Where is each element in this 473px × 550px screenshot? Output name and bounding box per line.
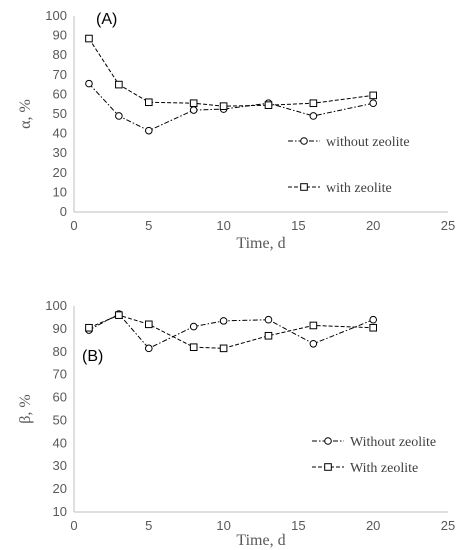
x-tick-label: 0 bbox=[70, 518, 77, 533]
data-point-with-zeolite bbox=[309, 99, 318, 108]
x-tick-label: 20 bbox=[366, 518, 380, 533]
data-point-with-zeolite bbox=[115, 311, 123, 319]
data-point-with-zeolite bbox=[264, 331, 273, 340]
data-point-with-zeolite bbox=[189, 99, 198, 108]
x-tick-label: 15 bbox=[291, 518, 305, 533]
data-point-without-zeolite bbox=[145, 344, 153, 353]
data-point-with-zeolite bbox=[219, 102, 228, 110]
data-point-with-zeolite bbox=[264, 101, 273, 109]
y-tick-label: 60 bbox=[53, 390, 67, 405]
x-tick-label: 5 bbox=[145, 518, 152, 533]
x-tick-label: 25 bbox=[441, 218, 455, 233]
data-point-with-zeolite bbox=[309, 321, 318, 330]
y-tick-label: 90 bbox=[53, 28, 67, 43]
data-point-without-zeolite bbox=[369, 99, 378, 108]
data-point-without-zeolite bbox=[309, 339, 318, 348]
x-tick-label: 10 bbox=[216, 218, 230, 233]
y-tick-label: 70 bbox=[53, 367, 67, 382]
legend-marker-circle bbox=[300, 137, 308, 145]
y-tick-label: 80 bbox=[53, 47, 67, 62]
series-line-with-zeolite bbox=[88, 314, 374, 349]
x-axis-title: Time, d bbox=[236, 235, 285, 252]
y-tick-label: 40 bbox=[53, 126, 67, 141]
series-line-without-zeolite bbox=[88, 313, 374, 349]
legend-label: with zeolite bbox=[326, 181, 392, 196]
data-point-without-zeolite bbox=[264, 315, 273, 324]
y-tick-label: 20 bbox=[53, 481, 67, 496]
y-tick-label: 50 bbox=[53, 106, 67, 121]
y-axis-title: α, % bbox=[17, 99, 34, 129]
y-tick-label: 80 bbox=[53, 344, 67, 359]
data-point-with-zeolite bbox=[189, 343, 198, 351]
x-tick-label: 25 bbox=[441, 518, 455, 533]
y-tick-label: 70 bbox=[53, 67, 67, 82]
y-tick-label: 10 bbox=[53, 504, 67, 519]
data-point-with-zeolite bbox=[85, 323, 93, 332]
data-point-with-zeolite bbox=[145, 98, 153, 107]
y-tick-label: 40 bbox=[53, 435, 67, 450]
data-point-without-zeolite bbox=[85, 79, 93, 88]
legend-entry-with-zeolite: With zeolite bbox=[312, 461, 418, 476]
y-tick-label: 30 bbox=[53, 145, 67, 160]
legend-marker-square bbox=[324, 463, 332, 471]
data-point-with-zeolite bbox=[115, 80, 123, 89]
x-tick-label: 5 bbox=[145, 218, 152, 233]
x-tick-label: 20 bbox=[366, 218, 380, 233]
chart-panel-b: 10 20 30 40 50 60 70 80 90 100 0 5 10 15 20 25 Time, d β,… bbox=[17, 298, 455, 549]
x-tick-label: 0 bbox=[70, 218, 77, 233]
series-line-with-zeolite bbox=[88, 38, 374, 107]
y-tick-label: 0 bbox=[60, 204, 67, 219]
series-line-without-zeolite bbox=[88, 83, 374, 132]
y-tick-label: 30 bbox=[53, 458, 67, 473]
data-point-with-zeolite bbox=[219, 344, 228, 353]
x-axis-title: Time, d bbox=[236, 532, 285, 549]
x-tick-label: 15 bbox=[291, 218, 305, 233]
data-point-with-zeolite bbox=[85, 34, 93, 43]
y-tick-label: 90 bbox=[53, 321, 67, 336]
y-tick-label: 100 bbox=[45, 298, 67, 313]
data-point-with-zeolite bbox=[145, 320, 153, 329]
y-tick-label: 100 bbox=[45, 8, 67, 23]
legend-entry-with-zeolite: with zeolite bbox=[288, 181, 392, 196]
y-tick-label: 50 bbox=[53, 412, 67, 427]
data-point-with-zeolite bbox=[369, 91, 377, 100]
legend-entry-without-zeolite: Without zeolite bbox=[312, 435, 436, 450]
data-point-without-zeolite bbox=[369, 315, 378, 324]
x-tick-label: 10 bbox=[216, 518, 230, 533]
y-tick-label: 60 bbox=[53, 86, 67, 101]
legend-entry-without-zeolite: without zeolite bbox=[288, 135, 410, 150]
y-tick-label: 20 bbox=[53, 165, 67, 180]
panel-label: (A) bbox=[96, 11, 117, 28]
chart-panel-a: 0 10 20 30 40 50 60 70 80 90 100 0 5 10 15 20 25 Time, d α… bbox=[17, 8, 455, 252]
data-point-without-zeolite bbox=[219, 317, 228, 325]
legend-label: Without zeolite bbox=[350, 435, 436, 450]
data-point-without-zeolite bbox=[145, 126, 153, 135]
data-point-without-zeolite bbox=[115, 112, 123, 120]
data-point-without-zeolite bbox=[189, 106, 198, 114]
legend-label: without zeolite bbox=[326, 135, 410, 150]
panel-label: (B) bbox=[82, 348, 103, 365]
legend-marker-square bbox=[300, 183, 308, 191]
legend-marker-circle bbox=[324, 437, 332, 445]
data-point-without-zeolite bbox=[309, 112, 318, 120]
y-axis-title: β, % bbox=[17, 394, 34, 423]
data-point-without-zeolite bbox=[189, 322, 198, 331]
legend-label: With zeolite bbox=[350, 461, 418, 476]
y-tick-label: 10 bbox=[53, 184, 67, 199]
data-point-with-zeolite bbox=[369, 323, 377, 332]
